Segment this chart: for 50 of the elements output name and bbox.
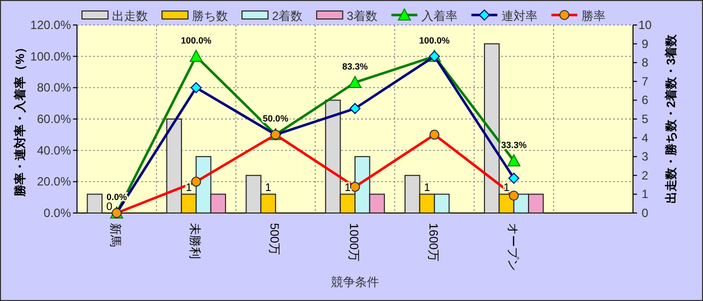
x-axis-title: 競争条件 [331,275,379,289]
point [507,154,520,166]
data-label: 83.3% [342,61,368,72]
data-label: 1 [344,182,351,194]
y2-tick-label: 7 [642,74,649,88]
y-tick-label: 0.0% [44,206,72,220]
y-tick-label: 40.0% [36,143,72,158]
data-label: 1 [424,182,430,194]
legend-label: 2着数 [272,9,303,23]
x-tick-label: オープン [506,223,520,271]
point [190,82,202,94]
point [190,50,203,62]
data-label: 1 [186,182,192,194]
point [350,103,360,114]
x-tick-label: 新馬 [108,223,123,247]
y2-tick-label: 8 [642,56,649,70]
y2-tick-label: 10 [638,18,652,32]
y2-tick-label: 4 [642,130,649,145]
point [348,76,362,88]
legend-label: 3着数 [346,9,378,23]
data-label: 50.0% [262,114,288,124]
y2-tick-label: 3 [642,150,649,164]
data-label: 0 [106,201,112,213]
y-tick-label: 60.0% [36,112,72,126]
legend-label: 出走数 [112,9,148,23]
x-tick-label: 1600万 [426,223,440,262]
y-tick-label: 120.0% [30,18,72,32]
data-label: 100.0% [419,35,450,46]
y-axis-title: 勝率・連対率・入着率（%） [13,42,27,198]
data-label: 100.0% [180,35,212,46]
y2-tick-label: 9 [642,36,649,51]
y-tick-label: 80.0% [36,80,72,95]
y2-tick-label: 6 [642,93,649,108]
y2-axis-title: 出走数・勝ち数・2着数・3着数 [664,33,678,204]
bar [86,194,103,214]
point [508,172,520,184]
y-tick-label: 100.0% [30,49,72,64]
data-label: 1 [265,182,272,194]
y2-tick-label: 2 [642,168,649,182]
legend-label: 連対率 [501,9,538,23]
y2-tick-label: 1 [642,187,649,202]
legend-label: 勝ち数 [192,9,228,23]
y2-tick-label: 5 [642,112,649,126]
legend-label: 入着率 [421,9,458,23]
legend-label: 勝率 [581,9,606,23]
y2-tick-label: 0 [642,206,649,220]
x-tick-label: 未勝利 [188,223,202,259]
y-tick-label: 20.0% [36,174,72,189]
x-tick-label: 1000万 [347,223,361,262]
x-tick-label: 500万 [268,223,282,256]
